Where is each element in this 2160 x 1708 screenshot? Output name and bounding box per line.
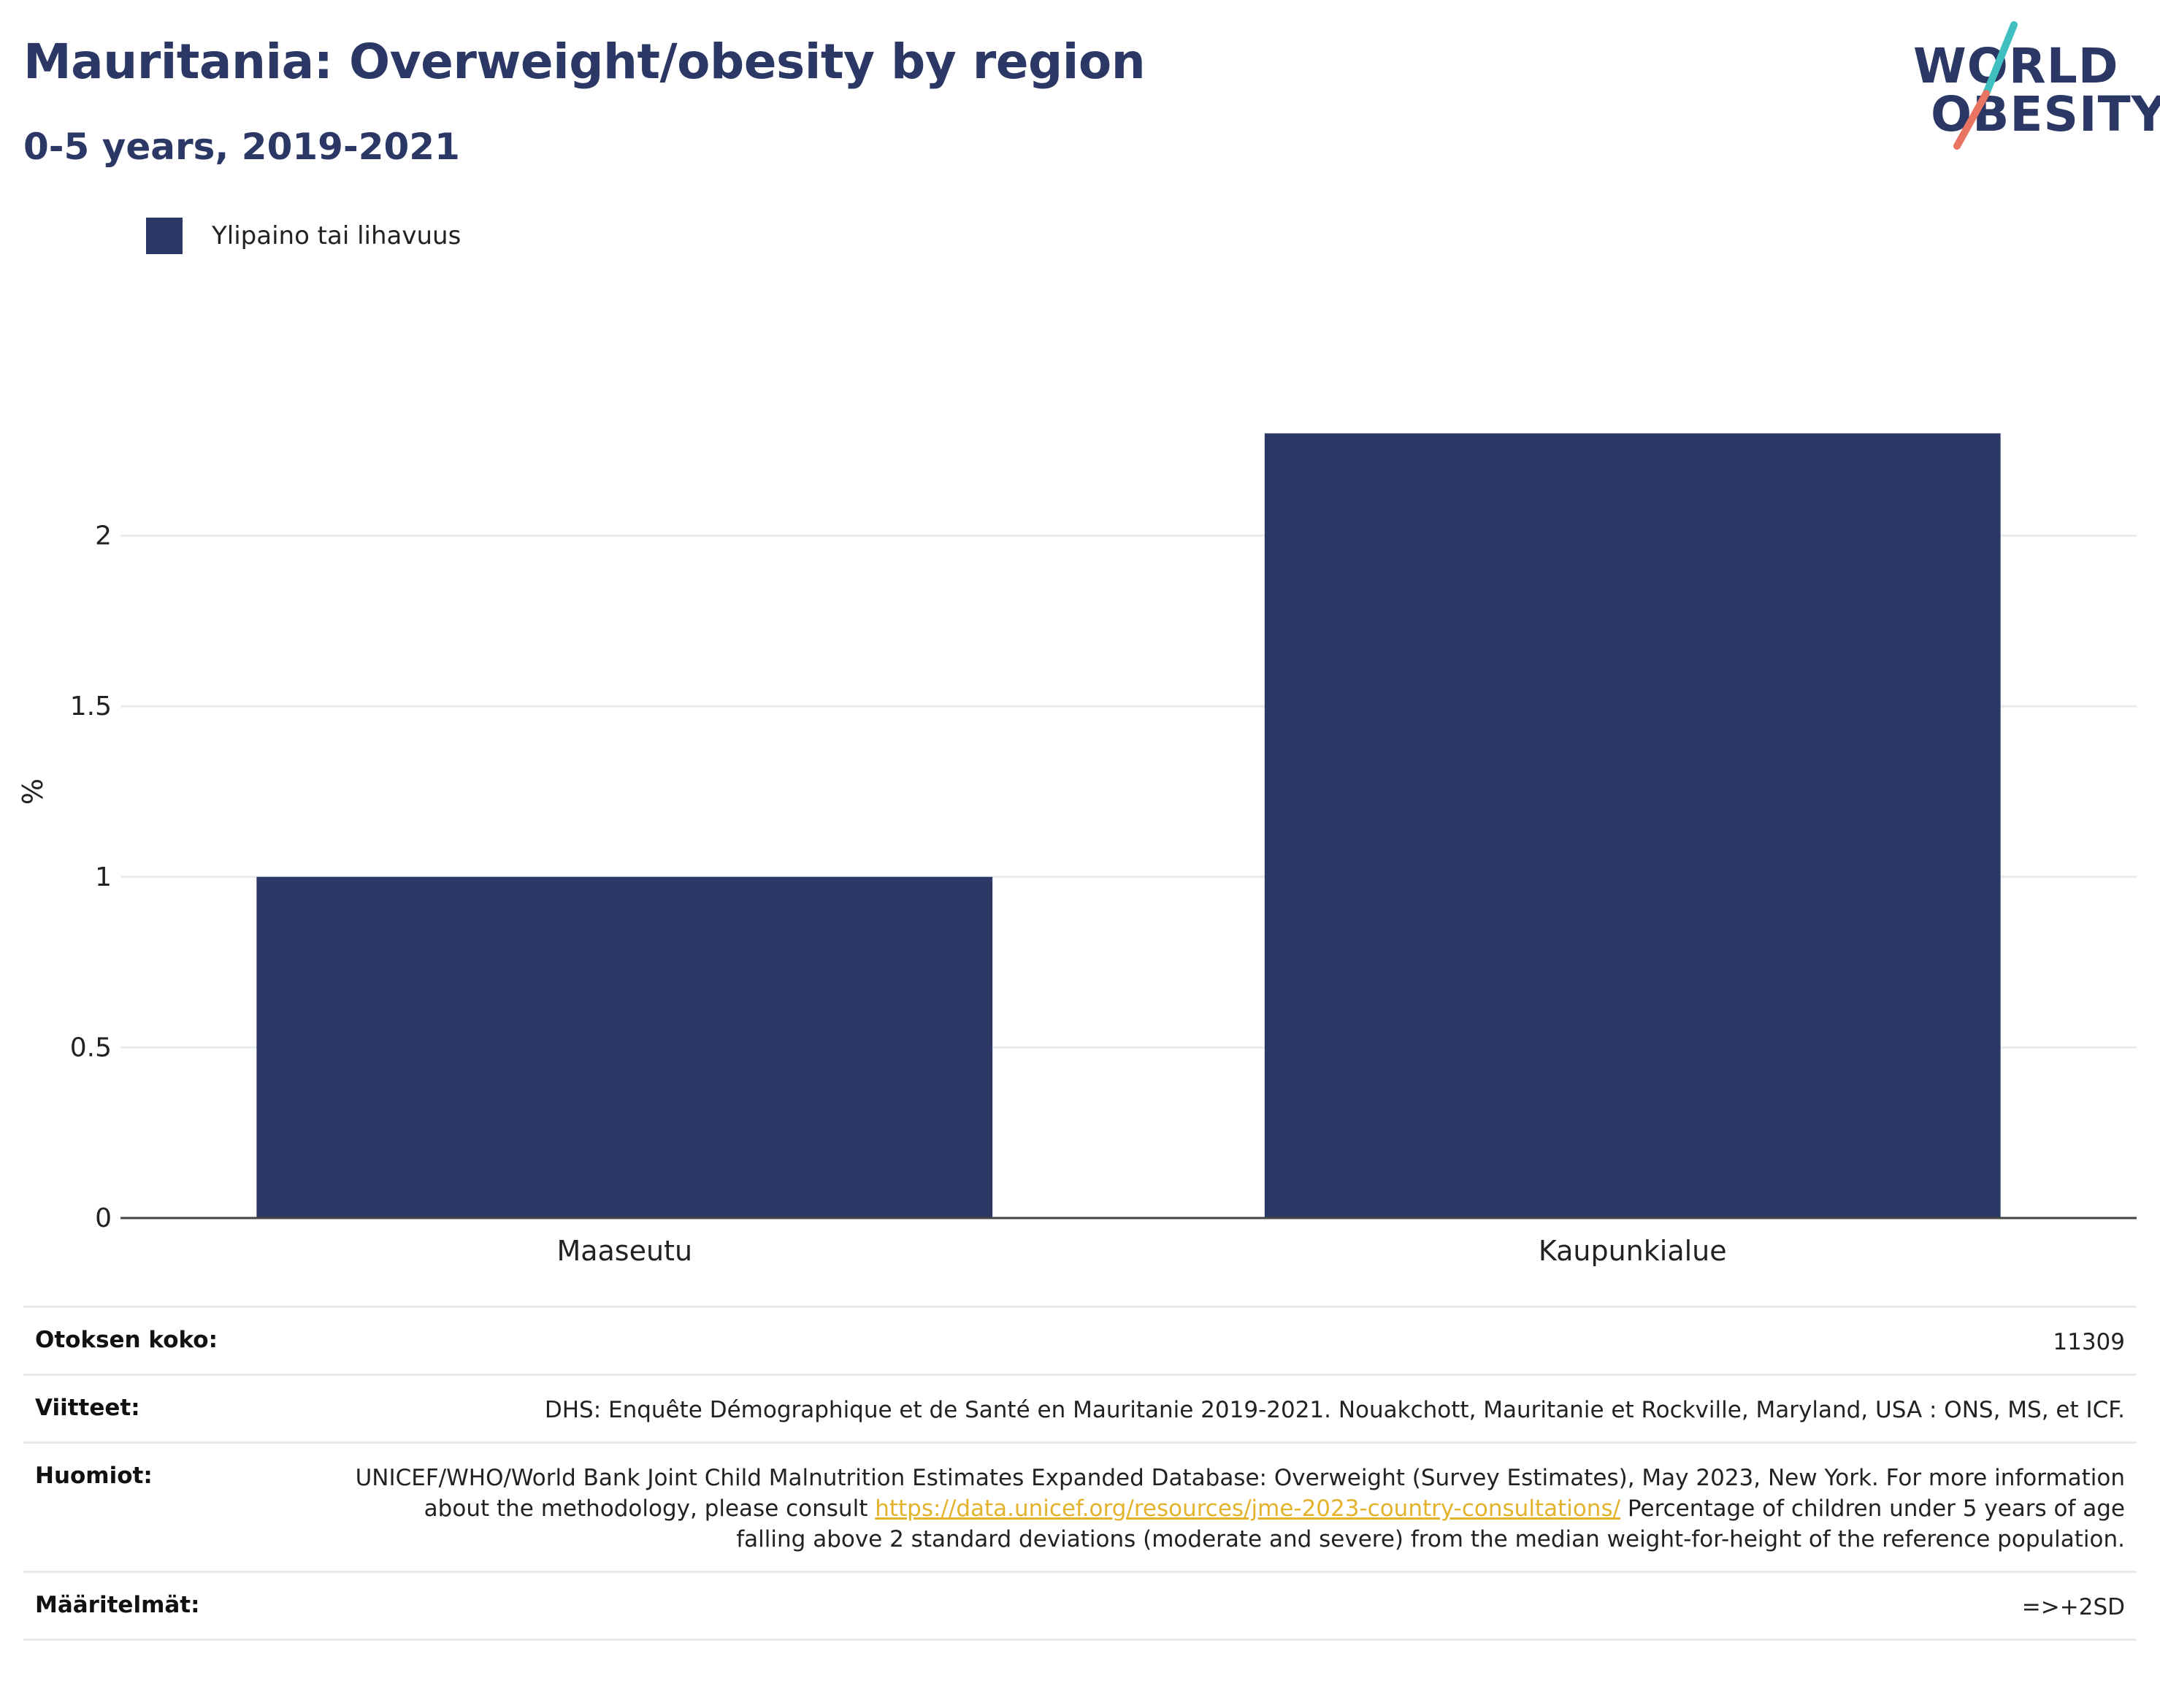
references-value: DHS: Enquête Démographique et de Santé e… <box>544 1397 2125 1423</box>
y-tick-label: 0.5 <box>70 1033 112 1062</box>
y-tick-labels: 0 0.5 1 1.5 2 <box>70 521 112 1233</box>
logo-slash-icon <box>1953 21 2018 150</box>
info-table: Otoksen koko: 11309 Viitteet: DHS: Enquê… <box>23 1306 2137 1641</box>
notes-text-after-link: Percentage of children under 5 years of … <box>736 1496 2125 1552</box>
x-category-labels: Maaseutu Kaupunkialue <box>556 1235 1726 1267</box>
notes-value: UNICEF/WHO/World Bank Joint Child Malnut… <box>339 1443 2137 1572</box>
bar-kaupunkialue <box>1264 433 2001 1219</box>
legend-label: Ylipaino tai lihavuus <box>212 221 462 250</box>
definitions-value: =>+2SD <box>2021 1594 2125 1620</box>
bars <box>256 433 2001 1219</box>
chart-subtitle: 0-5 years, 2019-2021 <box>23 126 460 168</box>
notes-label: Huomiot: <box>35 1463 153 1489</box>
sample-size-value: 11309 <box>2053 1329 2125 1355</box>
notes-link[interactable]: https://data.unicef.org/resources/jme-20… <box>875 1496 1621 1522</box>
x-category-label: Kaupunkialue <box>1539 1235 1727 1267</box>
bar-maaseutu <box>256 876 993 1218</box>
y-tick-label: 0 <box>95 1203 112 1233</box>
y-tick-label: 1 <box>95 862 112 892</box>
info-row-references: Viitteet: DHS: Enquête Démographique et … <box>23 1374 2137 1443</box>
y-tick-label: 1.5 <box>70 692 112 721</box>
info-row-sample-size: Otoksen koko: 11309 <box>23 1306 2137 1375</box>
info-row-definitions: Määritelmät: =>+2SD <box>23 1571 2137 1640</box>
sample-size-label: Otoksen koko: <box>35 1327 218 1353</box>
y-axis-label: % <box>17 778 49 805</box>
world-obesity-logo: WORLD OBESITY <box>1904 20 2160 159</box>
bar-chart: 0 0.5 1 1.5 2 Maaseutu Kaupunkialue % <box>17 433 2137 1267</box>
chart-legend: Ylipaino tai lihavuus <box>146 218 461 254</box>
definitions-label: Määritelmät: <box>35 1592 200 1618</box>
notes-text-before-link: UNICEF/WHO/World Bank Joint Child Malnut… <box>355 1465 2125 1522</box>
references-label: Viitteet: <box>35 1395 140 1421</box>
y-tick-label: 2 <box>95 521 112 551</box>
x-category-label: Maaseutu <box>556 1235 692 1267</box>
logo-text-world: WORLD <box>1913 38 2119 94</box>
chart-title: Mauritania: Overweight/obesity by region <box>23 34 1146 90</box>
info-row-notes: Huomiot: UNICEF/WHO/World Bank Joint Chi… <box>23 1442 2137 1572</box>
legend-swatch <box>146 218 183 254</box>
